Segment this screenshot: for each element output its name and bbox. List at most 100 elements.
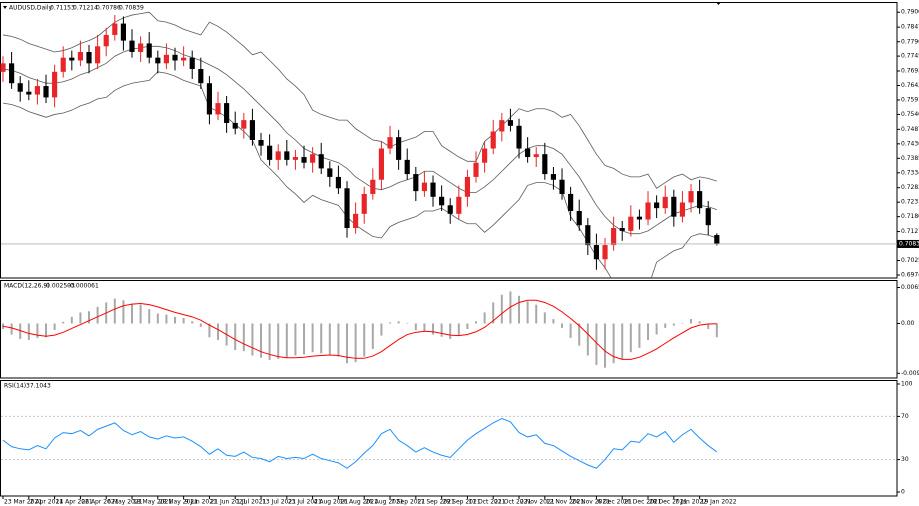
x-tick-label: 12 Nov 2021 bbox=[546, 499, 585, 506]
menu-triangle[interactable] bbox=[3, 6, 7, 9]
histogram-bar bbox=[337, 323, 340, 357]
candle-body bbox=[335, 176, 341, 189]
candle-body bbox=[215, 103, 221, 115]
y-tick-label: 0.76930 bbox=[901, 68, 919, 75]
candle-body bbox=[585, 225, 591, 246]
x-tick-label: 7 Jan 2022 bbox=[675, 499, 707, 506]
candle-body bbox=[688, 191, 694, 203]
candle-body bbox=[0, 63, 6, 72]
indicator-readout: -0.002503 bbox=[44, 283, 75, 290]
candle-body bbox=[396, 137, 402, 160]
x-tick-label: 11 Oct 2021 bbox=[468, 499, 505, 506]
y-tick-label: -0.009012 bbox=[901, 370, 919, 377]
histogram-bar bbox=[156, 313, 159, 324]
histogram-bar bbox=[2, 323, 5, 329]
x-tick-label: 21 Oct 2021 bbox=[494, 499, 531, 506]
x-tick-label: 19 Jan 2022 bbox=[701, 499, 737, 506]
candle-body bbox=[120, 23, 126, 41]
candle-body bbox=[447, 205, 453, 214]
histogram-bar bbox=[518, 295, 521, 324]
histogram-bar bbox=[27, 323, 30, 341]
candle-body bbox=[327, 168, 333, 177]
histogram-bar bbox=[113, 298, 116, 324]
y-tick-label: 0.71275 bbox=[901, 228, 919, 235]
candle-body bbox=[654, 202, 660, 209]
histogram-bar bbox=[208, 323, 211, 338]
histogram-bar bbox=[217, 323, 220, 341]
histogram-bar bbox=[303, 323, 306, 355]
histogram-bar bbox=[285, 323, 288, 358]
histogram-bar bbox=[483, 312, 486, 324]
histogram-bar bbox=[707, 323, 710, 329]
candle-body bbox=[645, 202, 651, 220]
rsi-plot bbox=[2, 418, 718, 469]
candle-body bbox=[181, 57, 187, 61]
candle-body bbox=[189, 57, 195, 70]
x-tick-label: 23 Jul 2021 bbox=[288, 499, 322, 506]
candle-body bbox=[301, 157, 307, 163]
candle-body bbox=[318, 154, 324, 169]
candle-body bbox=[344, 188, 350, 229]
histogram-bar bbox=[647, 323, 650, 341]
candle-body bbox=[662, 196, 668, 209]
candle-body bbox=[456, 196, 462, 214]
y-tick-label: 0.006501 bbox=[901, 284, 919, 291]
ohlc-readout: 0.70839 bbox=[119, 5, 144, 12]
x-tick-label: 2 Apr 2021 bbox=[30, 499, 63, 506]
x-tick-label: 9 Jun 2021 bbox=[185, 499, 217, 506]
candle-body bbox=[533, 154, 539, 158]
shift-marker[interactable] bbox=[716, 2, 721, 5]
candle-body bbox=[568, 193, 574, 211]
candle-body bbox=[86, 51, 92, 64]
histogram-bar bbox=[698, 321, 701, 324]
histogram-bar bbox=[88, 311, 91, 324]
histogram-bar bbox=[423, 323, 426, 332]
histogram-bar bbox=[543, 312, 546, 324]
current-price-box bbox=[897, 239, 919, 248]
candle-body bbox=[198, 69, 204, 84]
y-tick-label: 30 bbox=[901, 456, 909, 463]
candle-body bbox=[103, 34, 109, 47]
x-tick-label: 29 Sep 2021 bbox=[443, 499, 481, 506]
histogram-bar bbox=[535, 304, 538, 324]
x-tick-label: 14 Apr 2021 bbox=[56, 499, 93, 506]
candle-body bbox=[413, 174, 419, 192]
histogram-bar bbox=[260, 323, 263, 358]
ohlc-readout: 0.71153 bbox=[50, 5, 75, 12]
candle-body bbox=[310, 154, 316, 163]
histogram-bar bbox=[406, 323, 409, 324]
x-tick-label: 24 Nov 2021 bbox=[572, 499, 611, 506]
y-tick-label: 100 bbox=[901, 381, 913, 388]
histogram-bar bbox=[182, 317, 185, 324]
x-tick-label: 4 Aug 2021 bbox=[314, 499, 349, 506]
candle-body bbox=[387, 137, 393, 149]
histogram-bar bbox=[199, 323, 202, 327]
histogram-bar bbox=[311, 323, 314, 353]
signal-line bbox=[2, 299, 717, 360]
y-tick-label: 0.00 bbox=[901, 320, 915, 327]
histogram-bar bbox=[432, 323, 435, 335]
histogram-bar bbox=[320, 323, 323, 354]
candle-body bbox=[249, 120, 255, 140]
x-tick-label: 26 Apr 2021 bbox=[81, 499, 118, 506]
y-tick-label: 0.77455 bbox=[901, 53, 919, 60]
x-tick-label: 23 Mar 2021 bbox=[4, 499, 42, 506]
y-tick-label: 0.78475 bbox=[901, 24, 919, 31]
histogram-bar bbox=[53, 323, 56, 331]
candle-body bbox=[593, 245, 600, 260]
candle-body bbox=[697, 191, 703, 209]
y-tick-label: 0.74365 bbox=[901, 140, 919, 147]
histogram-bar bbox=[165, 314, 168, 324]
candle-body bbox=[224, 103, 230, 123]
candle-body bbox=[576, 210, 582, 226]
candle-body bbox=[206, 83, 212, 115]
macd-panel-frame bbox=[0, 280, 898, 379]
candle-body bbox=[619, 228, 625, 231]
candle-body bbox=[421, 182, 427, 192]
x-tick-label: 2 Nov 2021 bbox=[520, 499, 555, 506]
histogram-bar bbox=[234, 323, 237, 351]
histogram-bar bbox=[242, 323, 245, 352]
candle-body bbox=[439, 196, 445, 206]
x-tick-label: 18 May 2021 bbox=[133, 499, 172, 506]
y-tick-label: 0.71800 bbox=[901, 213, 919, 220]
